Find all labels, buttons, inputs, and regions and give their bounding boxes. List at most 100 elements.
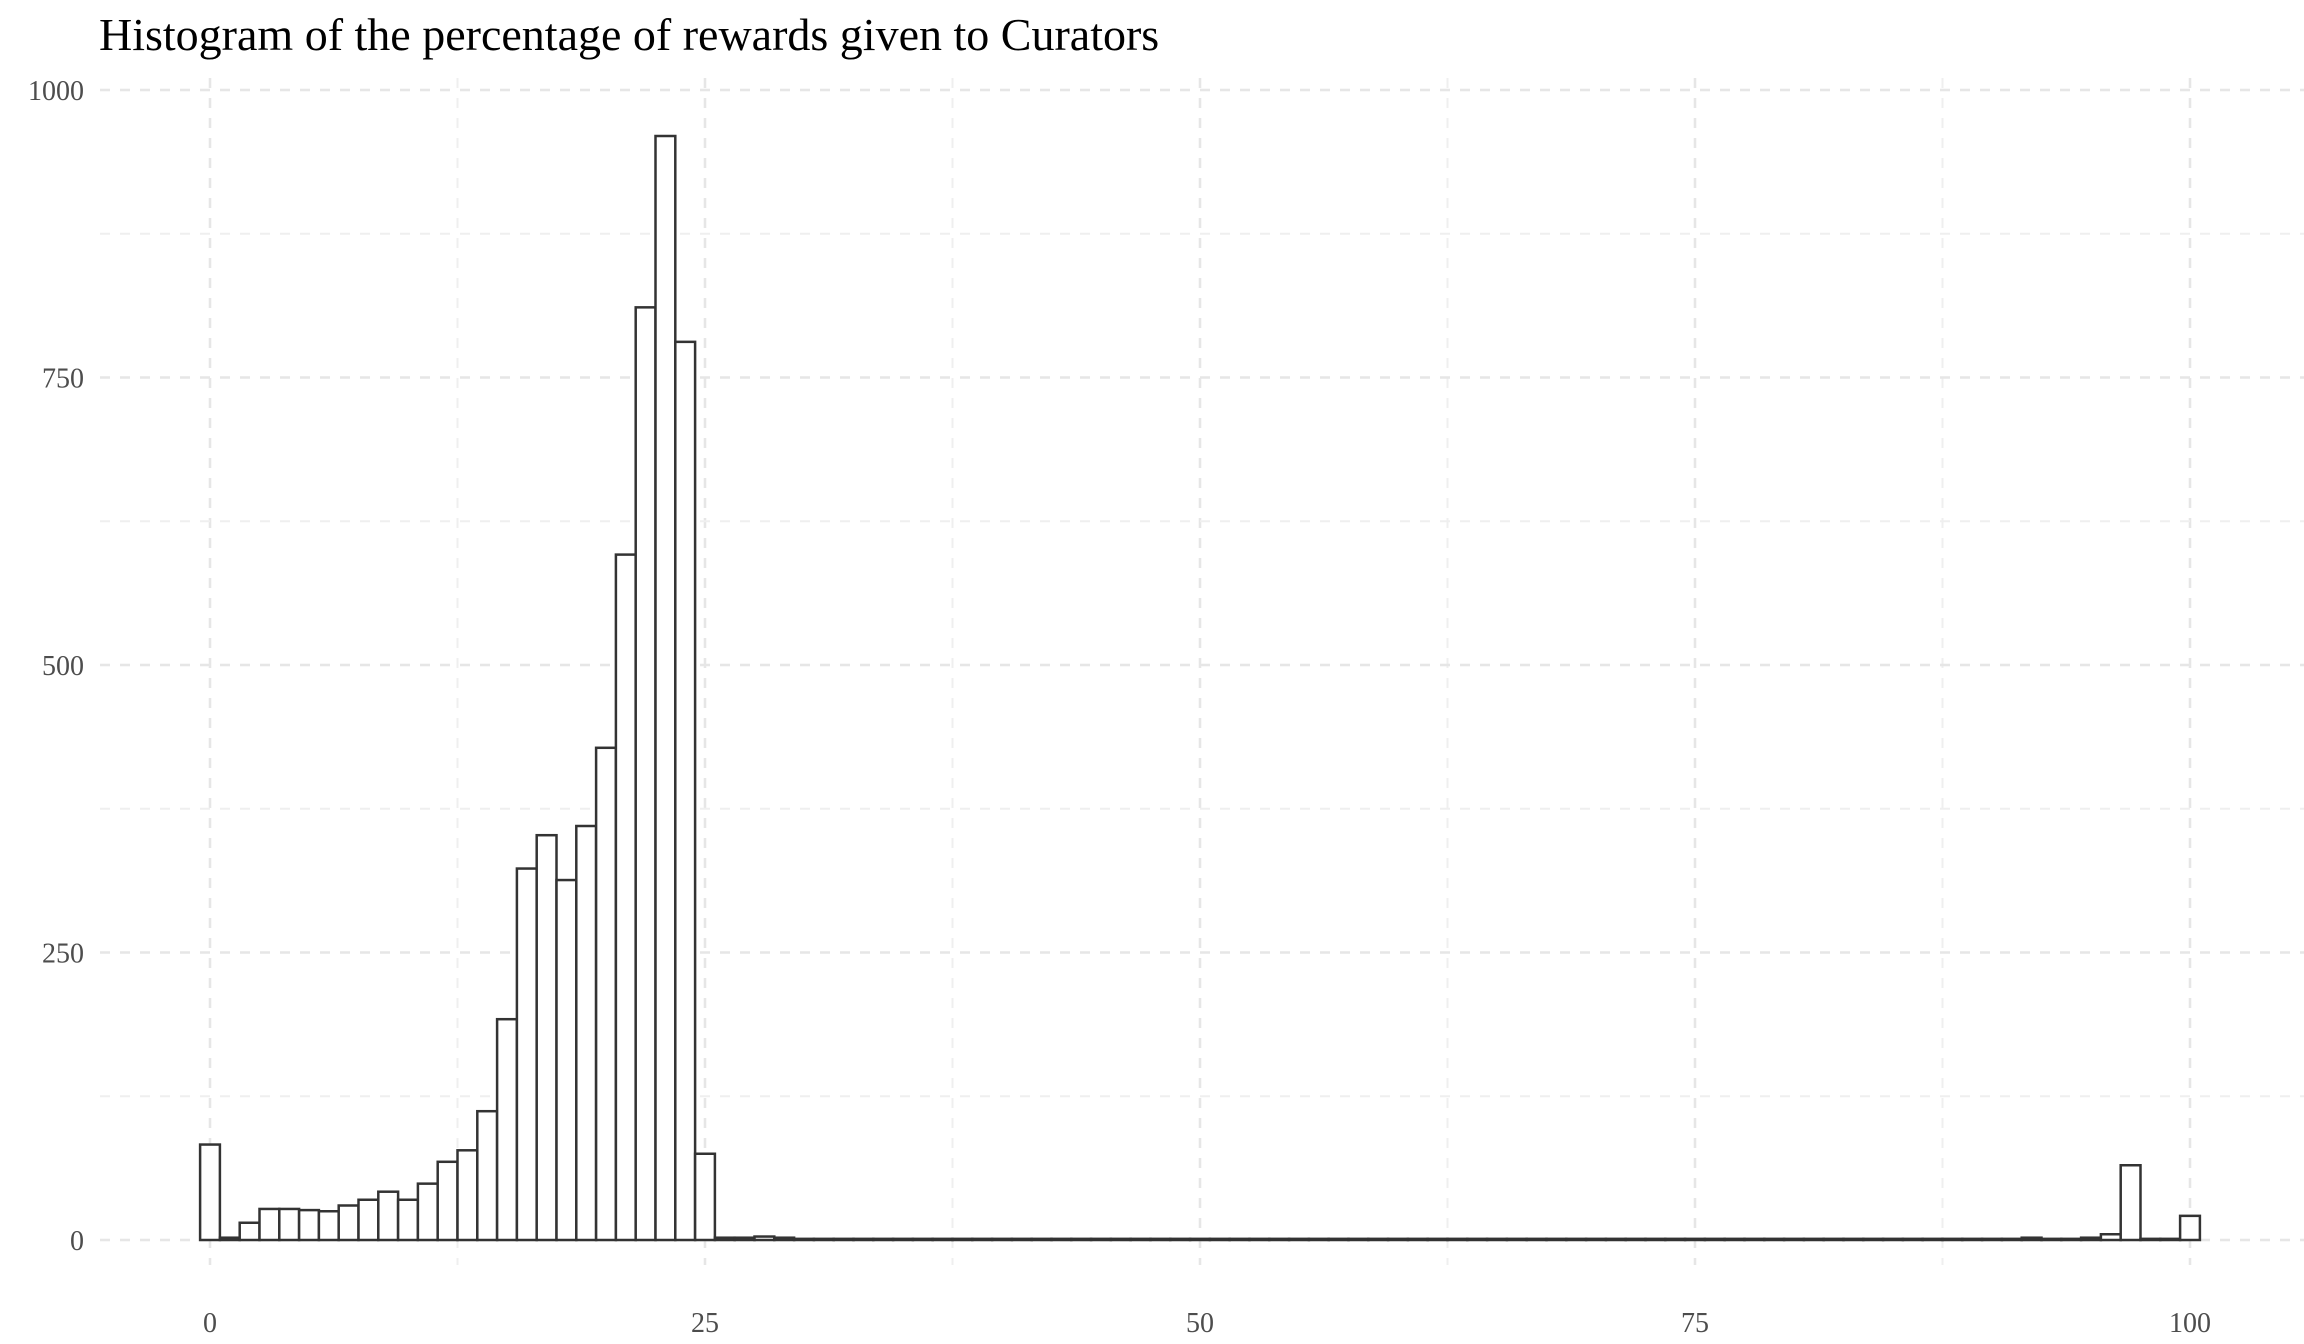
- histogram-bar: [1129, 1237, 1152, 1242]
- x-tick-label: 75: [1681, 1308, 1709, 1339]
- histogram-bar: [476, 1109, 499, 1242]
- y-tick-label: 250: [42, 939, 84, 970]
- histogram-bar: [2159, 1237, 2182, 1242]
- histogram-bar: [535, 833, 558, 1242]
- histogram-bar: [1050, 1237, 1073, 1242]
- histogram-bar: [1367, 1237, 1390, 1242]
- histogram-bar: [773, 1236, 796, 1242]
- histogram-bar: [1070, 1237, 1093, 1242]
- histogram-bar: [1466, 1237, 1489, 1242]
- y-tick-label: 500: [42, 651, 84, 682]
- x-axis-labels: 0 25 50 75 100: [203, 1308, 2211, 1339]
- x-tick-label: 100: [2169, 1308, 2211, 1339]
- histogram-bar: [2099, 1233, 2122, 1242]
- histogram-bar: [1169, 1237, 1192, 1242]
- histogram-bar: [1149, 1237, 1172, 1242]
- histogram-bar: [1386, 1237, 1410, 1242]
- histogram-bar: [891, 1237, 915, 1242]
- histogram-bar: [1683, 1237, 1707, 1242]
- histogram-bar: [1485, 1237, 1509, 1242]
- histogram-bar: [1624, 1237, 1647, 1242]
- histogram-bar: [951, 1237, 974, 1242]
- histogram-bar: [2139, 1237, 2162, 1242]
- histogram-bar: [1862, 1237, 1885, 1242]
- histogram-bar: [911, 1237, 934, 1242]
- histogram-bar: [852, 1237, 875, 1242]
- histogram-bar: [1921, 1237, 1944, 1242]
- histogram-bar: [594, 746, 618, 1242]
- histogram-bar: [555, 878, 578, 1242]
- histogram-bar: [2119, 1164, 2142, 1242]
- histogram-bar: [1545, 1237, 1568, 1242]
- histogram-bar: [258, 1207, 281, 1242]
- histogram-bar: [1644, 1237, 1667, 1242]
- histogram-bar: [1901, 1237, 1924, 1242]
- histogram-bar: [1505, 1237, 1528, 1242]
- histogram-bar: [674, 340, 697, 1242]
- histogram-bar: [1248, 1237, 1271, 1242]
- histogram-bar: [1327, 1237, 1350, 1242]
- histogram-bar: [1446, 1237, 1469, 1242]
- grid-lines: [100, 78, 2304, 1265]
- histogram-bar: [337, 1204, 360, 1242]
- y-tick-label: 750: [42, 364, 84, 395]
- histogram-bar: [297, 1208, 321, 1242]
- histogram-bar: [1228, 1237, 1251, 1242]
- histogram-bar: [1961, 1237, 1984, 1242]
- histogram-bar: [1723, 1237, 1746, 1242]
- histogram-bar: [1743, 1237, 1766, 1242]
- histogram-bar: [1763, 1237, 1786, 1242]
- histogram-bar: [614, 553, 637, 1242]
- y-tick-label: 1000: [28, 76, 84, 107]
- histogram-bar: [1941, 1237, 1964, 1242]
- chart-title: Histogram of the percentage of rewards g…: [99, 9, 1160, 60]
- histogram-bar: [278, 1207, 301, 1242]
- histogram-bar: [1109, 1237, 1132, 1242]
- histogram-bar: [436, 1160, 459, 1242]
- histogram-bar: [317, 1210, 340, 1242]
- histogram-bar: [2040, 1237, 2063, 1242]
- histogram-bar: [693, 1152, 717, 1242]
- histogram-bar: [1565, 1237, 1588, 1242]
- histogram-bar: [1664, 1237, 1687, 1242]
- histogram-bar: [1584, 1237, 1608, 1242]
- histogram-bar: [713, 1236, 736, 1242]
- histogram-bar: [634, 306, 657, 1242]
- histogram-bar: [1604, 1237, 1627, 1242]
- histogram-bar: [2178, 1214, 2202, 1242]
- histogram-bar: [1287, 1237, 1311, 1242]
- histogram-bar: [1881, 1237, 1905, 1242]
- histogram-bar: [1208, 1237, 1231, 1242]
- histogram-bar: [2079, 1236, 2103, 1242]
- histogram-bar: [1525, 1237, 1548, 1242]
- histogram-bar: [1842, 1237, 1865, 1242]
- histogram-bar: [238, 1221, 261, 1242]
- histogram-bar: [2000, 1237, 2023, 1242]
- histogram-bar: [456, 1149, 479, 1242]
- histogram-bar: [1089, 1237, 1113, 1242]
- histogram-bar: [792, 1237, 816, 1242]
- histogram-bar: [753, 1235, 776, 1242]
- histogram-bar: [1822, 1237, 1845, 1242]
- histogram-bar: [495, 1017, 519, 1242]
- histogram-bars: [198, 134, 2202, 1242]
- y-tick-label: 0: [70, 1226, 84, 1257]
- histogram-bar: [1030, 1237, 1053, 1242]
- histogram-bar: [357, 1198, 380, 1242]
- histogram-bar: [971, 1237, 994, 1242]
- histogram-bar: [2020, 1236, 2043, 1242]
- histogram-bar: [872, 1237, 895, 1242]
- histogram-bar: [990, 1237, 1014, 1242]
- histogram-bar: [812, 1237, 835, 1242]
- histogram-bar: [575, 824, 598, 1242]
- histogram-bar: [832, 1237, 855, 1242]
- histogram-bar: [416, 1182, 439, 1242]
- histogram-bar: [1406, 1237, 1429, 1242]
- histogram-bar: [1010, 1237, 1033, 1242]
- histogram-bar: [198, 1143, 222, 1242]
- histogram-bar: [1802, 1237, 1825, 1242]
- histogram-bar: [1307, 1237, 1330, 1242]
- histogram-bar: [1980, 1237, 2004, 1242]
- histogram-bar: [218, 1236, 241, 1242]
